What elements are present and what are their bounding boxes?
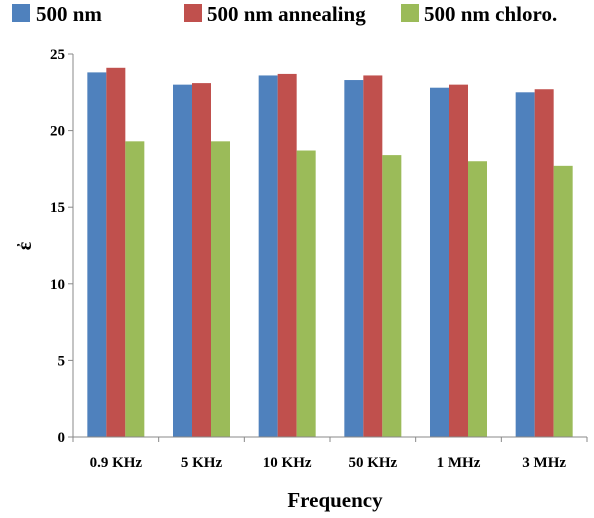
x-tick-label: 5 KHz xyxy=(181,455,223,471)
x-tick-label: 10 KHz xyxy=(263,455,312,471)
y-tick-label: 15 xyxy=(50,200,65,216)
legend-item-500nm-chloro: 500 nm chloro. xyxy=(401,2,557,26)
bar xyxy=(534,89,554,438)
plot-area: 0 5 10 15 20 25 0.9 KHz 5 KHz 10 KHz 50 KHz 1 MHz 3… xyxy=(50,47,588,471)
bar xyxy=(125,141,145,437)
bar xyxy=(87,72,107,437)
bar xyxy=(515,92,535,438)
bar xyxy=(258,75,278,437)
legend-swatch-500nm xyxy=(12,4,30,22)
bar xyxy=(192,83,211,437)
bar xyxy=(173,84,192,437)
bar xyxy=(449,84,468,437)
x-tick-label: 1 MHz xyxy=(437,455,481,471)
legend-label-500nm-annealing: 500 nm annealing xyxy=(207,2,366,26)
bar xyxy=(468,161,487,438)
bar xyxy=(430,87,449,437)
legend: 500 nm 500 nm annealing 500 nm chloro. xyxy=(12,2,557,26)
x-tick-label: 50 KHz xyxy=(348,455,397,471)
bar xyxy=(211,141,230,437)
bar xyxy=(553,165,573,437)
legend-label-500nm: 500 nm xyxy=(36,2,102,26)
y-tick-label: 20 xyxy=(50,124,65,140)
y-tick-label: 0 xyxy=(58,430,66,446)
legend-swatch-500nm-chloro xyxy=(401,4,419,22)
bar xyxy=(277,73,297,437)
bar xyxy=(382,155,402,437)
bar xyxy=(296,150,316,438)
x-tick-label: 3 MHz xyxy=(522,455,566,471)
bar xyxy=(344,80,364,437)
y-tick-label: 10 xyxy=(50,277,65,293)
legend-item-500nm-annealing: 500 nm annealing xyxy=(184,2,366,26)
legend-item-500nm: 500 nm xyxy=(12,2,102,26)
legend-swatch-500nm-annealing xyxy=(184,4,202,22)
y-axis-title: ἐ xyxy=(14,241,36,250)
y-tick-label: 5 xyxy=(58,353,66,369)
legend-label-500nm-chloro: 500 nm chloro. xyxy=(424,2,557,26)
x-tick-label: 0.9 KHz xyxy=(90,455,143,471)
y-tick-label: 25 xyxy=(50,47,65,63)
bar xyxy=(106,67,126,438)
x-axis-title: Frequency xyxy=(287,488,383,512)
bar xyxy=(363,75,383,437)
